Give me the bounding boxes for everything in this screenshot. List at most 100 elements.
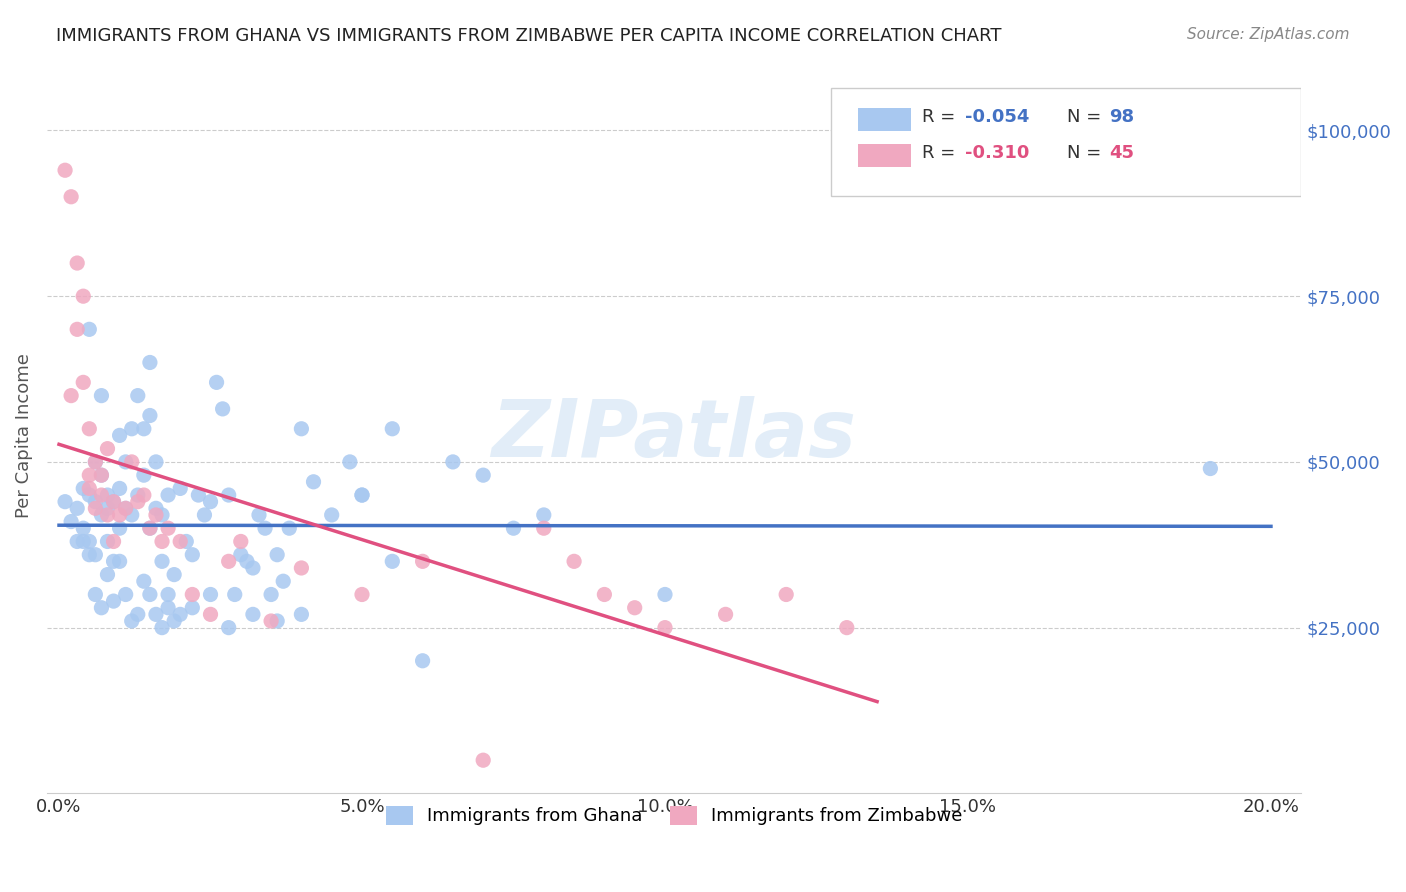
Point (157, 600, 180, 615)
Point (72, 289, 94, 303)
Point (114, 455, 136, 469)
Point (290, 422, 312, 436)
Y-axis label: Per Capita Income: Per Capita Income (15, 353, 32, 518)
Point (169, 482, 191, 496)
Point (90, 468, 112, 483)
Point (290, 607, 312, 622)
Point (108, 482, 131, 496)
Point (260, 587, 283, 601)
Point (103, 594, 125, 608)
Point (66, 534, 89, 549)
Point (260, 614, 283, 628)
Point (72, 482, 94, 496)
Point (60, 389, 83, 403)
Text: -0.310: -0.310 (965, 144, 1029, 161)
Point (145, 501, 167, 516)
Point (350, 488, 373, 502)
Point (127, 607, 149, 622)
Point (90, 508, 112, 522)
Point (321, 508, 343, 522)
Point (654, 621, 676, 635)
Text: IMMIGRANTS FROM GHANA VS IMMIGRANTS FROM ZIMBABWE PER CAPITA INCOME CORRELATION : IMMIGRANTS FROM GHANA VS IMMIGRANTS FROM… (56, 27, 1001, 45)
Point (242, 561, 264, 575)
Point (139, 521, 162, 535)
Point (84, 455, 107, 469)
Point (200, 587, 222, 601)
Point (96, 501, 118, 516)
Point (103, 494, 125, 508)
Point (254, 521, 277, 535)
Point (108, 428, 131, 442)
Point (84, 548, 107, 562)
Point (1199, 461, 1222, 475)
Point (218, 621, 240, 635)
FancyBboxPatch shape (831, 88, 1302, 195)
Text: -0.054: -0.054 (965, 108, 1029, 126)
Point (60, 515, 83, 529)
Point (302, 475, 325, 489)
Point (96, 488, 118, 502)
Point (412, 654, 434, 668)
Point (139, 409, 162, 423)
Point (108, 521, 131, 535)
Point (163, 567, 186, 582)
Point (96, 567, 118, 582)
Point (200, 607, 222, 622)
Text: 98: 98 (1109, 108, 1135, 126)
Point (236, 554, 259, 568)
Point (266, 614, 288, 628)
Point (139, 355, 162, 369)
Point (132, 468, 155, 483)
Point (150, 621, 173, 635)
Point (562, 554, 585, 568)
Point (412, 554, 434, 568)
Point (211, 401, 233, 416)
Point (90, 468, 112, 483)
Point (441, 455, 464, 469)
Point (139, 521, 162, 535)
Point (229, 548, 252, 562)
Point (72, 534, 94, 549)
Point (132, 422, 155, 436)
Text: ZIPatlas: ZIPatlas (492, 396, 856, 475)
Point (66, 501, 89, 516)
Point (96, 534, 118, 549)
Point (53, 494, 76, 508)
Point (181, 600, 204, 615)
Point (127, 494, 149, 508)
Point (114, 501, 136, 516)
Point (90, 600, 112, 615)
FancyBboxPatch shape (859, 144, 911, 167)
Point (72, 376, 94, 390)
Point (66, 322, 89, 336)
Point (84, 501, 107, 516)
Point (96, 442, 118, 456)
Point (181, 587, 204, 601)
Point (150, 554, 173, 568)
Text: Source: ZipAtlas.com: Source: ZipAtlas.com (1187, 27, 1350, 42)
Point (157, 587, 180, 601)
Point (157, 488, 180, 502)
Point (114, 587, 136, 601)
Point (145, 508, 167, 522)
Point (278, 521, 301, 535)
Point (127, 488, 149, 502)
Point (169, 534, 191, 549)
FancyBboxPatch shape (859, 108, 911, 131)
Point (224, 587, 246, 601)
Point (290, 561, 312, 575)
Point (533, 521, 555, 535)
Point (266, 548, 288, 562)
Point (84, 587, 107, 601)
Point (623, 600, 645, 615)
Point (84, 455, 107, 469)
Point (96, 508, 118, 522)
Point (714, 607, 737, 622)
Point (218, 488, 240, 502)
Point (381, 554, 404, 568)
Point (103, 534, 125, 549)
Point (187, 488, 209, 502)
Point (174, 534, 197, 549)
Point (127, 389, 149, 403)
Point (654, 587, 676, 601)
